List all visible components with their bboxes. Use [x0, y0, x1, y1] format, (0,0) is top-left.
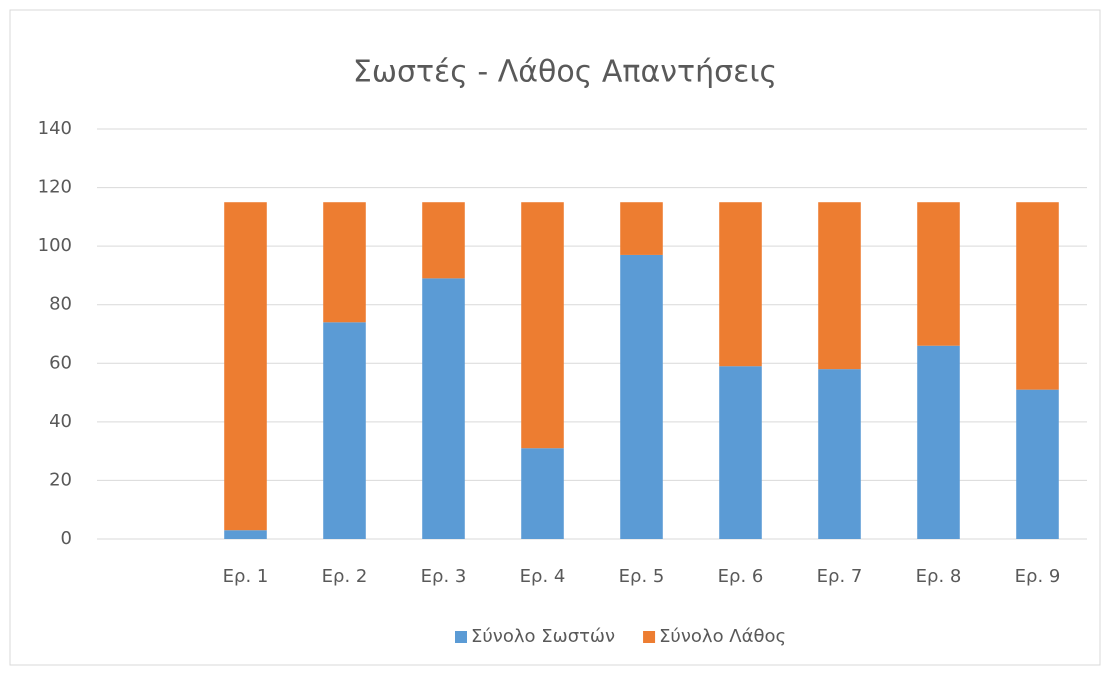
- y-tick-label: 100: [38, 235, 72, 256]
- legend-label: Σύνολο Λάθος: [659, 626, 786, 647]
- bar-segment: [422, 202, 465, 279]
- bar-segment: [521, 448, 564, 539]
- y-tick-label: 40: [49, 411, 72, 432]
- bar-segment: [917, 202, 960, 346]
- bar-segment: [323, 202, 366, 323]
- bar-segment: [818, 202, 861, 370]
- bar-segment: [620, 202, 663, 255]
- x-tick-label: Ερ. 9: [1015, 566, 1061, 587]
- bar-segment: [719, 366, 762, 539]
- chart-title: Σωστές - Λάθος Απαντήσεις: [353, 55, 777, 90]
- bar-segment: [323, 322, 366, 539]
- x-tick-label: Ερ. 5: [619, 566, 665, 587]
- x-tick-label: Ερ. 6: [718, 566, 764, 587]
- x-tick-label: Ερ. 1: [223, 566, 269, 587]
- bar-segment: [620, 254, 663, 539]
- bar-segment: [422, 278, 465, 539]
- bar-segment: [917, 345, 960, 539]
- x-tick-label: Ερ. 2: [322, 566, 368, 587]
- x-tick-label: Ερ. 7: [817, 566, 863, 587]
- bar-segment: [521, 202, 564, 449]
- bar-segment: [224, 202, 267, 531]
- legend-label: Σύνολο Σωστών: [471, 626, 615, 647]
- y-tick-label: 140: [38, 118, 72, 139]
- bar-segment: [719, 202, 762, 367]
- y-tick-label: 0: [61, 528, 72, 549]
- legend-swatch: [455, 631, 467, 643]
- bar-segment: [224, 530, 267, 539]
- bar-segment: [1016, 389, 1059, 539]
- y-tick-label: 80: [49, 294, 72, 315]
- y-tick-label: 20: [49, 469, 72, 490]
- x-tick-label: Ερ. 3: [421, 566, 467, 587]
- legend-swatch: [643, 631, 656, 643]
- x-tick-label: Ερ. 8: [916, 566, 962, 587]
- bar-segment: [1016, 202, 1059, 390]
- bar-segment: [818, 369, 861, 539]
- y-tick-label: 120: [38, 177, 72, 198]
- x-tick-label: Ερ. 4: [520, 566, 566, 587]
- y-tick-label: 60: [49, 352, 72, 373]
